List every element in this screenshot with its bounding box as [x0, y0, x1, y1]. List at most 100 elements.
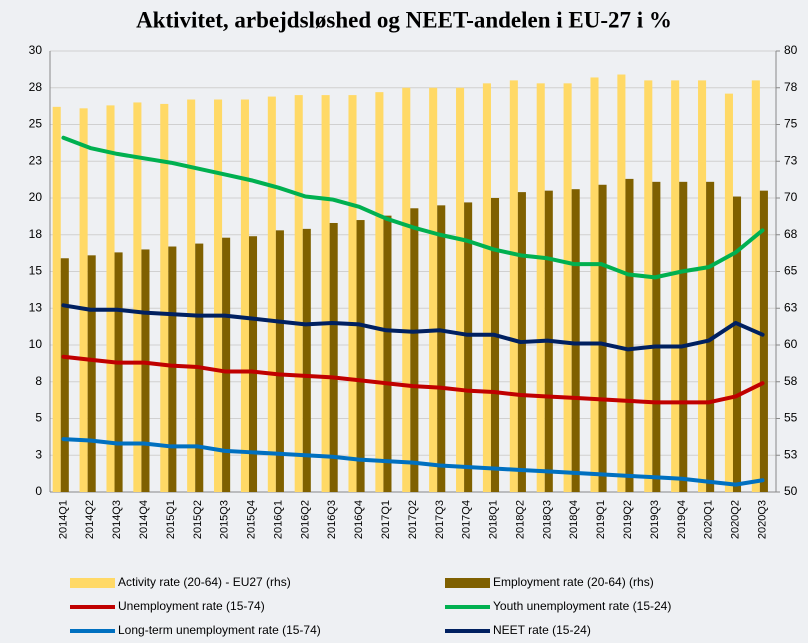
line — [61, 354, 765, 405]
bar — [383, 215, 392, 492]
bar — [429, 87, 438, 492]
bar — [375, 92, 384, 492]
x-tick-label: 2017Q2 — [407, 500, 419, 539]
y-tick-label: 18 — [29, 227, 43, 241]
bar — [617, 74, 626, 493]
bar — [141, 249, 150, 492]
y-tick-label: 23 — [29, 153, 43, 167]
bar — [356, 220, 365, 493]
bar — [321, 95, 330, 492]
x-tick-label: 2018Q3 — [541, 500, 553, 539]
y2-tick-label: 78 — [784, 80, 798, 94]
y-tick-label: 10 — [29, 337, 43, 351]
bar — [160, 103, 169, 493]
bar — [490, 198, 500, 492]
bar — [563, 83, 572, 492]
y2-tick-label: 68 — [784, 227, 798, 241]
x-tick-label: 2016Q3 — [326, 500, 338, 539]
bar — [679, 181, 688, 492]
bar — [187, 99, 196, 492]
y-tick-label: 25 — [29, 117, 43, 131]
bar — [724, 93, 733, 492]
y2-tick-label: 60 — [784, 337, 798, 351]
x-tick-label: 2017Q1 — [380, 500, 392, 539]
bar — [52, 106, 61, 493]
x-tick-label: 2019Q3 — [649, 500, 661, 539]
bar — [248, 236, 258, 492]
y-tick-label: 0 — [35, 484, 42, 498]
x-tick-label: 2019Q1 — [595, 500, 607, 539]
bar — [536, 83, 545, 492]
x-tick-label: 2015Q1 — [165, 500, 177, 539]
x-tick-label: 2014Q3 — [111, 500, 123, 539]
bar — [402, 87, 411, 492]
bar — [168, 246, 177, 492]
y2-tick-label: 63 — [784, 300, 798, 314]
line — [61, 303, 765, 352]
bar — [509, 80, 518, 493]
bar — [348, 95, 357, 492]
x-tick-label: 2014Q1 — [57, 500, 69, 539]
bar — [329, 222, 338, 493]
y2-tick-label: 75 — [784, 117, 798, 131]
bar — [410, 208, 419, 493]
x-tick-label: 2016Q2 — [299, 500, 311, 539]
bar — [482, 83, 491, 492]
y-tick-label: 30 — [29, 43, 43, 57]
bar — [133, 102, 142, 492]
line — [61, 135, 765, 280]
y2-tick-label: 58 — [784, 374, 798, 388]
bar — [114, 252, 123, 492]
y2-tick-label: 70 — [784, 190, 798, 204]
y2-tick-label: 73 — [784, 153, 798, 167]
legend-label: Activity rate (20-64) - EU27 (rhs) — [118, 575, 291, 589]
y-tick-label: 3 — [35, 447, 42, 461]
bar — [240, 99, 249, 492]
bar — [644, 80, 653, 493]
bar — [706, 181, 715, 492]
x-tick-label: 2020Q1 — [703, 500, 715, 539]
legend-label: Long-term unemployment rate (15-74) — [118, 623, 321, 637]
legend-label: Youth unemployment rate (15-24) — [493, 599, 671, 613]
y2-tick-label: 50 — [784, 484, 798, 498]
x-tick-label: 2016Q4 — [353, 500, 365, 539]
y-tick-label: 20 — [29, 190, 43, 204]
bar — [302, 228, 311, 492]
x-tick-label: 2017Q3 — [434, 500, 446, 539]
legend-swatch — [445, 578, 490, 588]
bar — [759, 190, 768, 492]
y2-tick-label: 53 — [784, 447, 798, 461]
bar — [267, 96, 276, 492]
bar — [222, 237, 231, 492]
x-tick-label: 2018Q1 — [488, 500, 500, 539]
bar — [652, 181, 661, 492]
legend-swatch — [70, 578, 115, 588]
bar — [571, 189, 580, 492]
y2-tick-label: 65 — [784, 264, 798, 278]
x-tick-label: 2017Q4 — [461, 500, 473, 539]
bar — [698, 80, 707, 493]
x-tick-label: 2019Q2 — [622, 500, 634, 539]
y-tick-label: 13 — [29, 300, 43, 314]
x-tick-label: 2019Q4 — [676, 500, 688, 539]
bar — [60, 258, 69, 492]
bar — [671, 80, 680, 493]
x-tick-label: 2016Q1 — [272, 500, 284, 539]
bar — [214, 99, 223, 492]
x-tick-label: 2014Q4 — [138, 500, 150, 539]
legend-label: NEET rate (15-24) — [493, 623, 591, 637]
legend-label: Employment rate (20-64) (rhs) — [493, 575, 654, 589]
x-tick-label: 2018Q4 — [568, 500, 580, 539]
bar — [751, 80, 760, 493]
bar — [87, 255, 96, 492]
bar — [106, 105, 115, 492]
x-tick-label: 2020Q2 — [730, 500, 742, 539]
x-tick-label: 2018Q2 — [514, 500, 526, 539]
bar — [732, 196, 742, 492]
bar — [625, 178, 634, 492]
chart-title: Aktivitet, arbejdsløshed og NEET-andelen… — [136, 7, 672, 32]
bar — [456, 87, 465, 492]
bar — [79, 108, 88, 492]
x-tick-label: 2014Q2 — [84, 500, 96, 539]
